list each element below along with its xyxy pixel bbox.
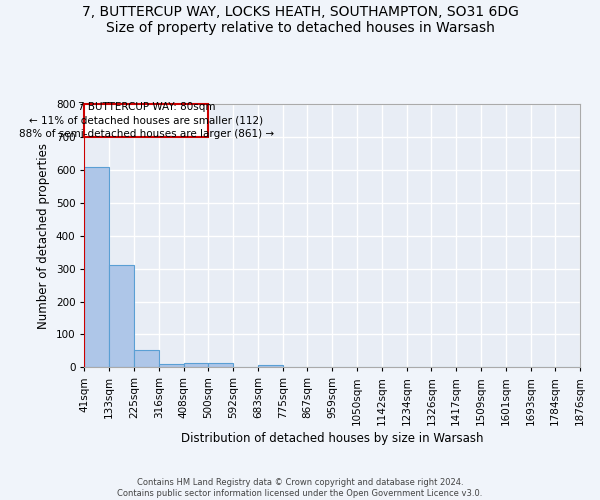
Y-axis label: Number of detached properties: Number of detached properties (37, 142, 50, 328)
Bar (258, 364, 283, 368)
Text: 7, BUTTERCUP WAY, LOCKS HEATH, SOUTHAMPTON, SO31 6DG
Size of property relative t: 7, BUTTERCUP WAY, LOCKS HEATH, SOUTHAMPT… (82, 5, 518, 35)
Bar (85, 166, 109, 368)
Bar (85, 104, 208, 137)
Bar (208, 364, 233, 368)
Bar (109, 266, 134, 368)
Bar (184, 363, 208, 368)
X-axis label: Distribution of detached houses by size in Warsash: Distribution of detached houses by size … (181, 432, 484, 445)
Bar (158, 364, 184, 368)
Text: Contains HM Land Registry data © Crown copyright and database right 2024.
Contai: Contains HM Land Registry data © Crown c… (118, 478, 482, 498)
Bar (134, 350, 158, 368)
Text: 7 BUTTERCUP WAY: 80sqm
← 11% of detached houses are smaller (112)
88% of semi-de: 7 BUTTERCUP WAY: 80sqm ← 11% of detached… (19, 102, 274, 139)
